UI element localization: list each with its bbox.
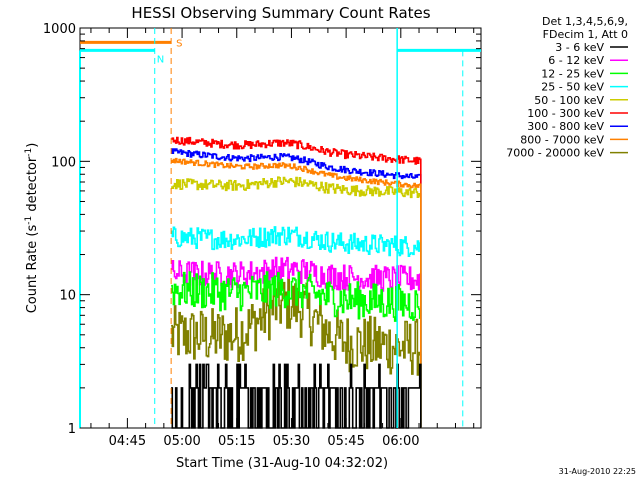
y-axis-label: Count Rate (s-1 detector-1) (24, 143, 40, 314)
y-axis: 1 10 100 1000 (43, 22, 481, 437)
x-tick-label: 05:45 (327, 434, 364, 449)
y-axis-label-part3: ) (25, 143, 40, 148)
y-tick-label: 10 (59, 289, 76, 304)
x-tick-label: 06:00 (382, 434, 419, 449)
y-axis-label-sup1: -1 (24, 216, 34, 225)
x-tick-label: 05:15 (218, 434, 255, 449)
legend-header-line1: Det 1,3,4,5,6,9, (542, 15, 628, 28)
legend-entry-label: 3 - 6 keV (555, 41, 604, 54)
legend-entry-label: 100 - 300 keV (527, 107, 604, 120)
legend-entry-label: 7000 - 20000 keV (506, 147, 604, 160)
saa-flag-label: S (176, 38, 182, 49)
series-line (171, 176, 422, 428)
series-line (171, 275, 422, 428)
series-line (171, 363, 422, 429)
legend-header-line2: FDecim 1, Att 0 (543, 28, 628, 41)
series-lines (171, 136, 422, 429)
series-line (171, 226, 422, 428)
series-line (171, 271, 422, 428)
legend-entry-label: 800 - 7000 keV (520, 133, 604, 146)
y-axis-label-part2: detector (25, 156, 40, 216)
x-axis-label: Start Time (31-Aug-10 04:32:02) (176, 456, 388, 471)
series-line (171, 136, 422, 428)
y-tick-label: 100 (51, 155, 76, 170)
legend-entry-label: 50 - 100 keV (534, 94, 604, 107)
y-tick-label: 1000 (43, 22, 76, 37)
x-tick-label: 05:30 (273, 434, 310, 449)
legend-entry-label: 12 - 25 keV (541, 67, 604, 80)
x-tick-label: 04:45 (109, 434, 146, 449)
y-axis-label-sup2: -1 (24, 148, 34, 157)
series-line (171, 148, 422, 428)
legend-entry-label: 300 - 800 keV (527, 120, 604, 133)
legend-entry-label: 6 - 12 keV (548, 54, 604, 67)
series-line (171, 157, 422, 428)
footer-date: 31-Aug-2010 22:25 (559, 467, 636, 476)
y-axis-label-part1: Count Rate (s (25, 225, 40, 314)
x-axis: 04:45 05:00 05:15 05:30 05:45 06:00 (90, 28, 475, 449)
flag-markers: SN (79, 28, 481, 428)
legend: Det 1,3,4,5,6,9, FDecim 1, Att 0 3 - 6 k… (506, 15, 628, 160)
night-flag-label: N (157, 54, 164, 65)
x-tick-label: 05:00 (163, 434, 200, 449)
y-tick-label: 1 (68, 422, 76, 437)
legend-entry-label: 25 - 50 keV (541, 81, 604, 94)
chart-title: HESSI Observing Summary Count Rates (131, 4, 430, 22)
